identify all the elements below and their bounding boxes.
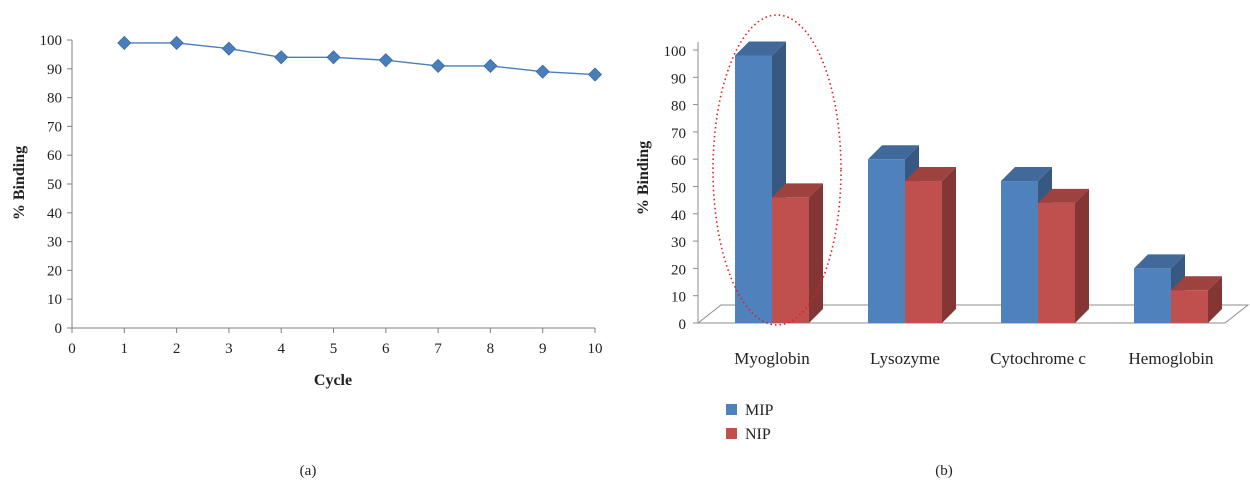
chart-a-series <box>117 35 603 82</box>
bar-front-face <box>1001 181 1038 323</box>
bar-mip-myoglobin <box>735 41 786 324</box>
bar-top-face <box>772 183 823 198</box>
chart-b-category-label: Cytochrome c <box>990 349 1086 368</box>
chart-a-y-tick-label: 40 <box>47 206 62 222</box>
chart-b-y-tick-label: 20 <box>671 262 686 278</box>
bar-top-face <box>905 167 956 182</box>
chart-b-y-axis-label: % Binding <box>635 141 652 215</box>
chart-a-point <box>587 67 603 82</box>
bar-nip-myoglobin <box>772 183 823 323</box>
bar-top-face <box>1134 254 1185 269</box>
chart-a-x-tick-label: 7 <box>434 341 442 357</box>
chart-b-y-tick-label: 40 <box>671 208 686 224</box>
chart-a-x-tick-label: 10 <box>588 341 603 357</box>
legend-swatch-mip <box>726 404 737 415</box>
chart-a-point <box>274 50 289 65</box>
bar-top-face <box>1171 276 1222 291</box>
chart-a-point <box>378 53 393 68</box>
panel-label-a: (a) <box>300 463 317 479</box>
chart-b-bars <box>735 41 1222 324</box>
chart-a-x-tick-label: 9 <box>539 341 547 357</box>
chart-a-y-tick-label: 10 <box>47 292 62 308</box>
chart-a-y-tick-label: 50 <box>47 177 62 193</box>
chart-a-point <box>326 50 341 65</box>
chart-a-point <box>221 41 236 56</box>
highlight-ellipse-shape <box>712 14 842 326</box>
bar-front-face <box>1038 202 1075 323</box>
bar-front-face <box>905 181 942 323</box>
chart-a-point <box>431 58 446 73</box>
chart-b-y-tick-label: 60 <box>671 153 686 169</box>
bar-top-face <box>1001 167 1052 182</box>
legend-label-nip: NIP <box>745 426 771 443</box>
chart-a-axes <box>71 40 595 329</box>
chart-a-x-tick-label: 5 <box>330 341 338 357</box>
bar-side-face <box>942 167 956 323</box>
chart-b-y-tick-label: 0 <box>679 317 687 333</box>
chart-b-category-label: Lysozyme <box>870 349 940 368</box>
chart-a-binding-vs-cycle: 0 10 20 30 40 50 60 70 80 90 100 0 1 2 3 4 5 6 7 8 9 10 % Bi… <box>11 33 603 479</box>
bar-front-face <box>868 159 905 323</box>
bar-top-face <box>1038 188 1089 203</box>
legend-label-mip: MIP <box>745 402 774 419</box>
chart-a-y-tick-label: 80 <box>47 91 62 107</box>
chart-b-legend: MIP NIP <box>726 402 774 443</box>
chart-b-y-tick-label: 30 <box>671 235 686 251</box>
chart-a-x-ticks: 0 1 2 3 4 5 6 7 8 9 10 <box>68 328 603 357</box>
bar-front-face <box>1134 268 1171 323</box>
chart-a-series-line <box>124 42 596 76</box>
chart-a-y-axis-label: % Binding <box>11 146 28 220</box>
chart-a-y-tick-label: 0 <box>55 321 63 337</box>
chart-a-y-tick-label: 70 <box>47 119 62 135</box>
bar-nip-hemoglobin <box>1171 276 1222 323</box>
chart-b-y-ticks: 0 10 20 30 40 50 60 70 80 90 100 <box>664 44 698 333</box>
chart-a-point <box>169 35 184 50</box>
chart-a-x-tick-label: 6 <box>382 341 390 357</box>
chart-a-point <box>483 58 498 73</box>
chart-b-category-labels: Myoglobin Lysozyme Cytochrome c Hemoglobin <box>734 349 1214 368</box>
chart-a-y-tick-label: 60 <box>47 148 62 164</box>
chart-b-binding-by-protein: 0 10 20 30 40 50 60 70 80 90 100 Myoglobin Lysozyme… <box>635 14 1250 479</box>
chart-a-y-tick-label: 30 <box>47 235 62 251</box>
chart-a-x-axis-label: Cycle <box>314 372 352 389</box>
bar-top-face <box>868 145 919 160</box>
chart-a-x-tick-label: 0 <box>68 341 76 357</box>
chart-b-y-tick-label: 70 <box>671 126 686 142</box>
bar-nip-cytochrome-c <box>1038 188 1089 323</box>
bar-front-face <box>772 197 809 323</box>
chart-b-y-tick-label: 80 <box>671 99 686 115</box>
chart-a-x-tick-label: 8 <box>487 341 495 357</box>
chart-b-category-label: Hemoglobin <box>1129 349 1214 368</box>
legend-swatch-nip <box>726 428 737 439</box>
chart-a-y-ticks: 0 10 20 30 40 50 60 70 80 90 100 <box>40 33 72 337</box>
chart-b-category-label: Myoglobin <box>734 349 810 368</box>
chart-b-y-tick-label: 90 <box>671 71 686 87</box>
chart-a-y-tick-label: 100 <box>40 33 63 49</box>
bar-side-face <box>1208 276 1222 323</box>
chart-a-y-tick-label: 20 <box>47 263 62 279</box>
chart-a-y-tick-label: 90 <box>47 62 62 78</box>
highlight-ellipse <box>712 14 842 326</box>
chart-a-x-tick-label: 4 <box>277 341 285 357</box>
chart-b-y-tick-label: 100 <box>664 44 687 60</box>
chart-a-x-tick-label: 1 <box>121 341 129 357</box>
bar-side-face <box>809 183 823 323</box>
bar-top-face <box>735 41 786 56</box>
bar-front-face <box>1171 290 1208 323</box>
chart-a-x-tick-label: 2 <box>173 341 181 357</box>
chart-b-y-tick-label: 10 <box>671 290 686 306</box>
chart-a-x-tick-label: 3 <box>225 341 233 357</box>
chart-b-y-tick-label: 50 <box>671 181 686 197</box>
bar-front-face <box>735 55 772 324</box>
bar-side-face <box>1075 188 1089 323</box>
chart-a-point <box>535 64 550 79</box>
panel-label-b: (b) <box>935 463 953 479</box>
chart-a-point <box>117 35 132 50</box>
bar-nip-lysozyme <box>905 167 956 323</box>
